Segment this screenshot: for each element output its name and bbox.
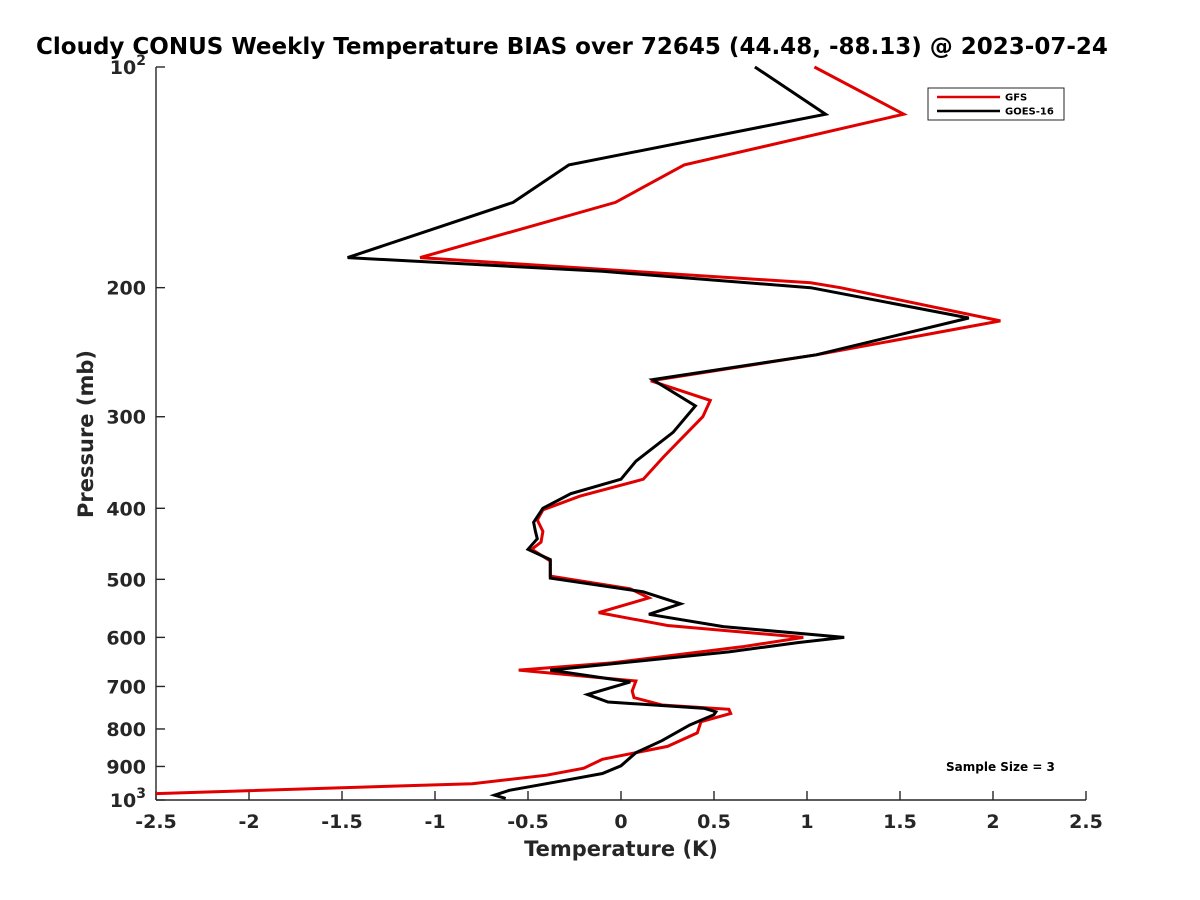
x-tick-label: 1 [800,811,813,833]
y-tick-base: 700 [106,676,146,698]
y-tick-exponent: 3 [136,786,146,802]
series-line-goes-16 [347,65,970,800]
y-tick-label: 300 [106,407,146,429]
y-tick-exponent: 2 [136,53,146,69]
y-tick-base: 800 [106,719,146,741]
x-tick-label: -2 [238,811,259,833]
y-tick-base: 300 [106,407,146,429]
y-tick-label: 400 [106,498,146,520]
y-axis-label: Pressure (mb) [74,350,98,518]
y-tick-base: 10 [110,57,136,79]
x-axis-label: Temperature (K) [524,837,718,861]
sample-size-annotation: Sample Size = 3 [946,760,1055,774]
x-tick-label: 0.5 [697,811,731,833]
x-tick-label: -0.5 [507,811,549,833]
y-tick-label: 200 [106,278,146,300]
y-tick-label: 600 [106,627,146,649]
y-tick-label: 900 [106,756,146,778]
legend-label: GFS [1005,93,1027,104]
plot-area: -2.5 -2 -1.5 -1 -0.5 0 0.5 1 1.5 2 2.5 10220030040… [106,53,1103,833]
series-group [155,65,1001,800]
y-tick-base: 400 [106,498,146,520]
x-tick-label: 2.5 [1069,811,1103,833]
chart-title: Cloudy CONUS Weekly Temperature BIAS ove… [36,34,1108,60]
y-tick-label: 500 [106,569,146,591]
y-tick-label: 102 [110,53,146,79]
legend-box [927,87,1065,121]
x-tick-label: -1.5 [321,811,363,833]
y-tick-base: 200 [106,278,146,300]
x-tick-label: 1.5 [883,811,917,833]
y-tick-label: 800 [106,719,146,741]
x-tick-label: -2.5 [135,811,177,833]
y-tick-label: 103 [110,786,146,812]
series-line-gfs [155,65,1001,796]
legend-entries: GFS GOES-16 [937,93,1054,118]
x-tick-label: -1 [424,811,445,833]
y-tick-base: 600 [106,627,146,649]
y-tick-base: 10 [110,790,136,812]
y-tick-label: 700 [106,676,146,698]
x-ticks: -2.5 -2 -1.5 -1 -0.5 0 0.5 1 1.5 2 2.5 [135,791,1103,833]
legend-label: GOES-16 [1005,107,1054,118]
y-tick-base: 500 [106,569,146,591]
x-tick-label: 2 [986,811,999,833]
legend: GFS GOES-16 [927,87,1065,121]
x-tick-label: 0 [614,811,627,833]
y-tick-base: 900 [106,756,146,778]
